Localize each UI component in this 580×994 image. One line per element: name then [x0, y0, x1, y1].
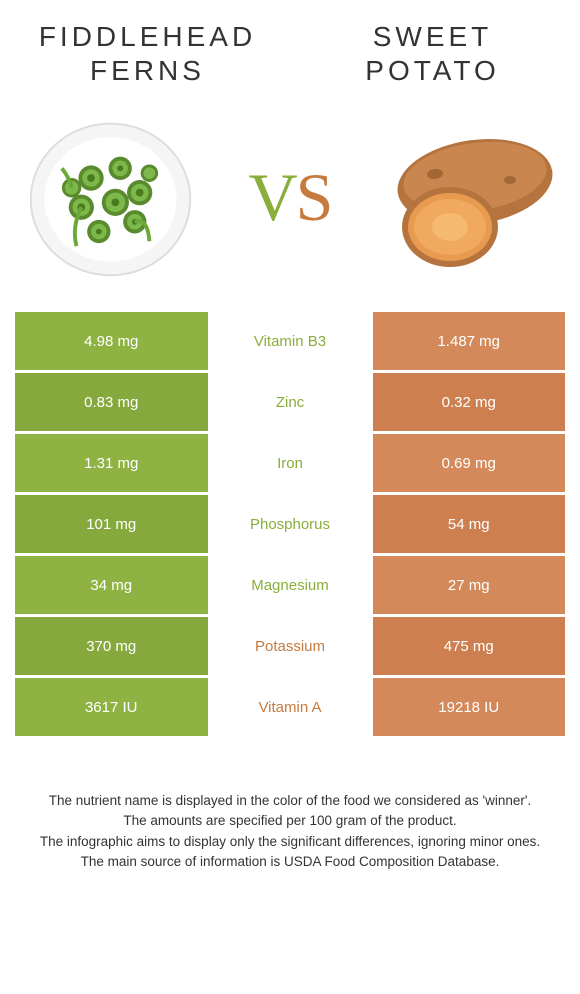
table-row: 34 mgMagnesium27 mg: [15, 556, 565, 614]
nutrient-name: Iron: [208, 434, 373, 492]
nutrient-name: Vitamin B3: [208, 312, 373, 370]
value-right: 54 mg: [373, 495, 566, 553]
table-row: 3617 IUVitamin A19218 IU: [15, 678, 565, 736]
title-left: FIDDLEHEAD FERNS: [15, 20, 290, 87]
title-right: SWEET POTATO: [290, 20, 565, 87]
food-image-right: [380, 107, 560, 287]
value-left: 3617 IU: [15, 678, 208, 736]
nutrient-name: Zinc: [208, 373, 373, 431]
footer-line: The nutrient name is displayed in the co…: [30, 791, 550, 811]
value-right: 475 mg: [373, 617, 566, 675]
value-left: 34 mg: [15, 556, 208, 614]
fiddlehead-icon: [23, 110, 198, 285]
value-right: 27 mg: [373, 556, 566, 614]
table-row: 370 mgPotassium475 mg: [15, 617, 565, 675]
header: FIDDLEHEAD FERNS SWEET POTATO: [15, 20, 565, 87]
value-left: 0.83 mg: [15, 373, 208, 431]
footer-line: The amounts are specified per 100 gram o…: [30, 811, 550, 831]
table-row: 4.98 mgVitamin B31.487 mg: [15, 312, 565, 370]
value-left: 101 mg: [15, 495, 208, 553]
table-row: 1.31 mgIron0.69 mg: [15, 434, 565, 492]
footer-line: The main source of information is USDA F…: [30, 852, 550, 872]
value-right: 19218 IU: [373, 678, 566, 736]
value-right: 0.69 mg: [373, 434, 566, 492]
nutrient-name: Potassium: [208, 617, 373, 675]
vs-label: VS: [249, 158, 332, 237]
table-row: 101 mgPhosphorus54 mg: [15, 495, 565, 553]
nutrient-name: Vitamin A: [208, 678, 373, 736]
footer-line: The infographic aims to display only the…: [30, 832, 550, 852]
comparison-table: 4.98 mgVitamin B31.487 mg0.83 mgZinc0.32…: [15, 312, 565, 736]
vs-s: S: [296, 159, 332, 235]
infographic-container: FIDDLEHEAD FERNS SWEET POTATO: [0, 0, 580, 892]
images-row: VS: [15, 107, 565, 287]
value-right: 1.487 mg: [373, 312, 566, 370]
nutrient-name: Phosphorus: [208, 495, 373, 553]
nutrient-name: Magnesium: [208, 556, 373, 614]
value-left: 370 mg: [15, 617, 208, 675]
value-right: 0.32 mg: [373, 373, 566, 431]
table-row: 0.83 mgZinc0.32 mg: [15, 373, 565, 431]
vs-v: V: [249, 159, 296, 235]
food-image-left: [20, 107, 200, 287]
sweet-potato-icon: [380, 122, 560, 272]
value-left: 1.31 mg: [15, 434, 208, 492]
value-left: 4.98 mg: [15, 312, 208, 370]
footer-notes: The nutrient name is displayed in the co…: [15, 791, 565, 872]
